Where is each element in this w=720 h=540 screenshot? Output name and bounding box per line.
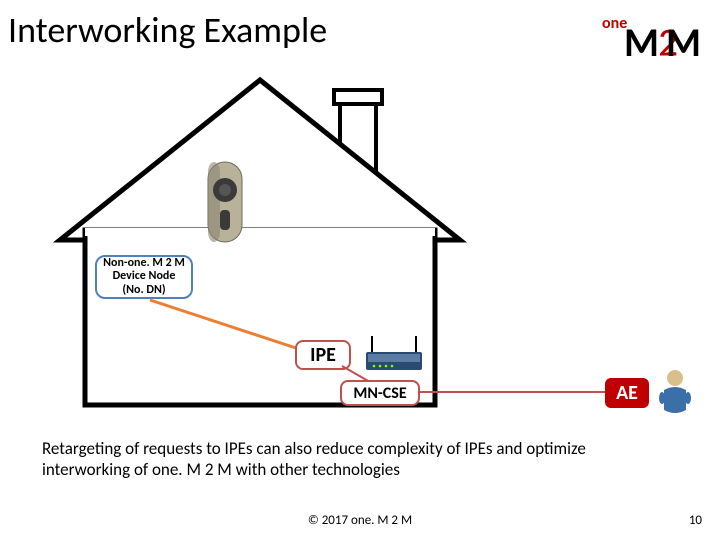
caption-line1: Retargeting of requests to IPEs can also… [42,438,682,459]
slide-title: Interworking Example [8,8,327,52]
ae-label: AE [616,381,638,405]
caption-line2: interworking of one. M 2 M with other te… [42,459,682,480]
diagram-area: Non-one. M 2 M Device Node (No. DN) IPE … [30,60,690,420]
page-number: 10 [689,513,702,528]
caption-text: Retargeting of requests to IPEs can also… [42,438,682,481]
svg-text:M: M [624,18,659,58]
connector-mncse-ae [30,60,690,420]
ae-box: AE [605,378,649,408]
copyright-text: © 2017 one. M 2 M [0,513,720,528]
person-icon [658,368,692,412]
svg-text:M: M [666,18,700,58]
onem2m-logo: one M 2 M [600,12,700,58]
